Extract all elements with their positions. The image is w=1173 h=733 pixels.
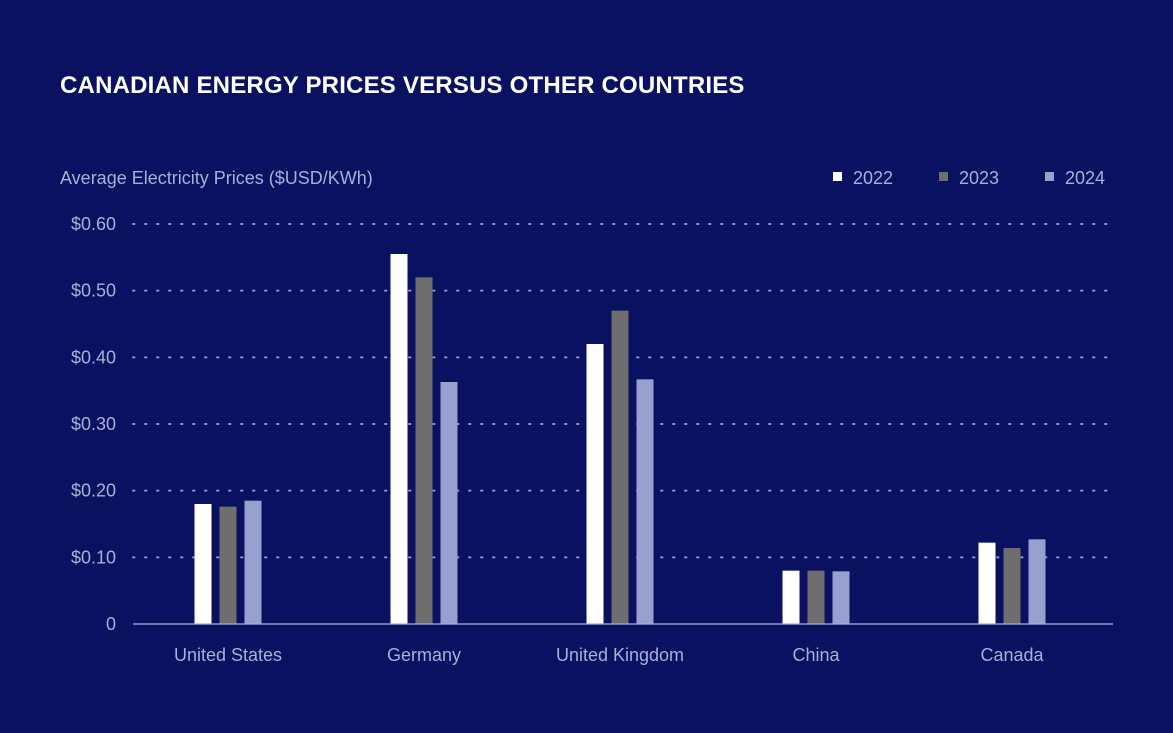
y-tick-label: 0: [106, 614, 116, 634]
legend-swatch-2023: [939, 172, 948, 181]
y-tick-label: $0.20: [71, 481, 116, 501]
bars: [194, 254, 1046, 624]
y-tick-label: $0.40: [71, 347, 116, 367]
x-tick-label: United Kingdom: [556, 645, 684, 665]
bar-2022-united-states: [194, 504, 212, 624]
legend-label-2022: 2022: [853, 168, 893, 188]
bar-2024-canada: [1028, 539, 1046, 624]
bar-2022-germany: [390, 254, 408, 624]
grid-lines: [132, 223, 1114, 559]
legend-label-2023: 2023: [959, 168, 999, 188]
y-tick-label: $0.60: [71, 214, 116, 234]
bar-2022-canada: [978, 542, 996, 624]
x-tick-label: Canada: [980, 645, 1044, 665]
bar-2024-united-kingdom: [636, 379, 654, 624]
legend-swatch-2024: [1045, 172, 1054, 181]
bar-2024-germany: [440, 382, 458, 624]
y-tick-label: $0.30: [71, 414, 116, 434]
x-tick-label: Germany: [387, 645, 461, 665]
bar-2022-united-kingdom: [586, 344, 604, 624]
y-axis-label: Average Electricity Prices ($USD/KWh): [60, 168, 373, 188]
y-tick-label: $0.10: [71, 547, 116, 567]
bar-2023-canada: [1003, 548, 1021, 624]
x-tick-label: United States: [174, 645, 282, 665]
legend: 2022 2023 2024: [833, 168, 1105, 188]
x-tick-label: China: [792, 645, 840, 665]
bar-2022-china: [782, 570, 800, 624]
legend-label-2024: 2024: [1065, 168, 1105, 188]
bar-2023-germany: [415, 277, 433, 624]
bar-2023-china: [807, 570, 825, 624]
bar-2023-united-states: [219, 506, 237, 624]
x-tick-labels: United States Germany United Kingdom China C…: [174, 645, 1045, 665]
y-tick-label: $0.50: [71, 281, 116, 301]
legend-swatch-2022: [833, 172, 842, 181]
y-tick-labels: 0 $0.10 $0.20 $0.30 $0.40 $0.50 $0.60: [71, 214, 116, 634]
bar-2024-china: [832, 571, 850, 624]
bar-2024-united-states: [244, 500, 262, 624]
bar-2023-united-kingdom: [611, 310, 629, 624]
chart-title: CANADIAN ENERGY PRICES VERSUS OTHER COUN…: [60, 72, 745, 99]
